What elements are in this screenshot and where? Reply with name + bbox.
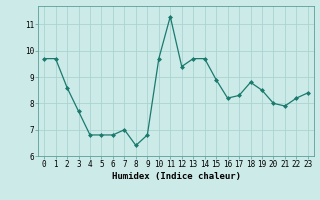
X-axis label: Humidex (Indice chaleur): Humidex (Indice chaleur) xyxy=(111,172,241,181)
